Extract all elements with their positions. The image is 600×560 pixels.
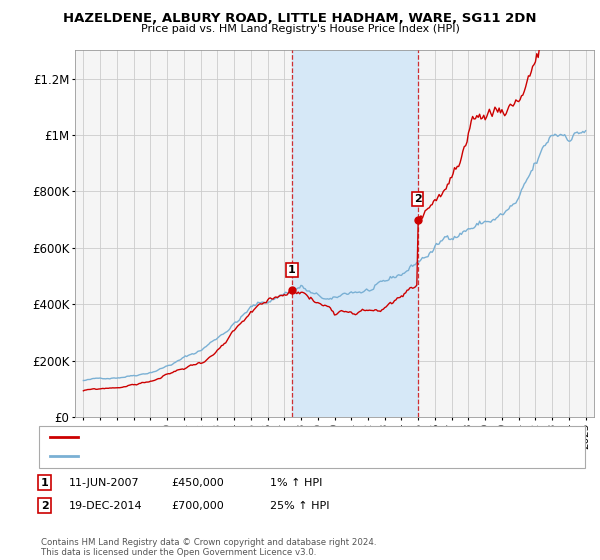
Text: This data is licensed under the Open Government Licence v3.0.: This data is licensed under the Open Gov… (41, 548, 316, 557)
Text: Contains HM Land Registry data © Crown copyright and database right 2024.: Contains HM Land Registry data © Crown c… (41, 538, 376, 547)
Text: 2: 2 (413, 194, 421, 204)
Text: 25% ↑ HPI: 25% ↑ HPI (270, 501, 329, 511)
Text: HAZELDENE, ALBURY ROAD, LITTLE HADHAM, WARE, SG11 2DN (detached house): HAZELDENE, ALBURY ROAD, LITTLE HADHAM, W… (84, 432, 485, 442)
Text: HPI: Average price, detached house, East Hertfordshire: HPI: Average price, detached house, East… (84, 451, 353, 461)
Bar (292, 50, 418, 417)
Text: 1% ↑ HPI: 1% ↑ HPI (270, 478, 322, 488)
Text: 2: 2 (41, 501, 49, 511)
Text: £450,000: £450,000 (171, 478, 224, 488)
Text: HAZELDENE, ALBURY ROAD, LITTLE HADHAM, WARE, SG11 2DN: HAZELDENE, ALBURY ROAD, LITTLE HADHAM, W… (63, 12, 537, 25)
Text: 11-JUN-2007: 11-JUN-2007 (69, 478, 140, 488)
Text: 1: 1 (41, 478, 49, 488)
Text: £700,000: £700,000 (171, 501, 224, 511)
Text: 1: 1 (288, 265, 296, 275)
Text: 19-DEC-2014: 19-DEC-2014 (69, 501, 143, 511)
Text: Price paid vs. HM Land Registry's House Price Index (HPI): Price paid vs. HM Land Registry's House … (140, 24, 460, 34)
